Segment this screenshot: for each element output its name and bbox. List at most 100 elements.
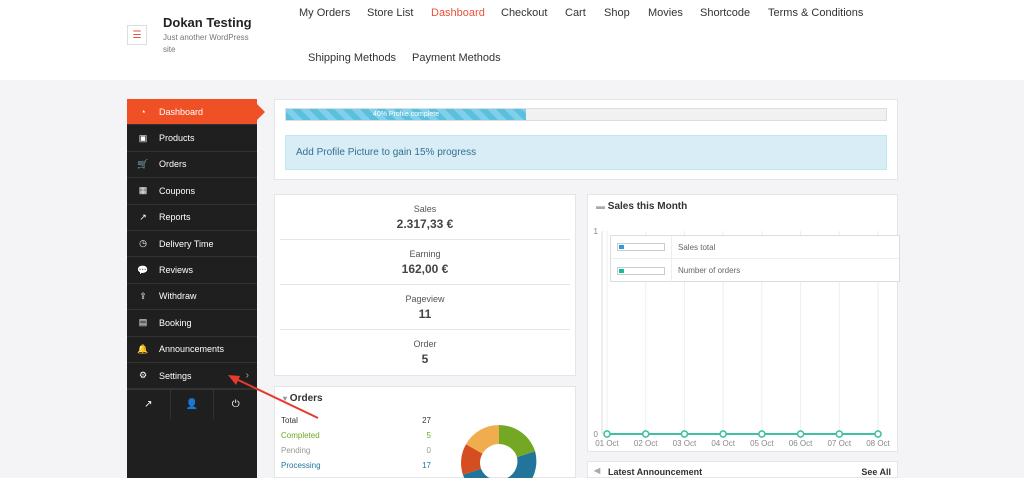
sidebar-item-label: Coupons: [159, 185, 196, 196]
profile-progress-fill: 40% Profile complete: [286, 109, 526, 120]
sidebar-item-announcements[interactable]: 🔔 Announcements: [127, 337, 257, 363]
stat-earning: Earning 162,00 €: [280, 240, 570, 285]
sales-chart-panel: ▬ Sales this Month 0 1 01 Oct 02 Oct 03 Oct 0…: [587, 194, 900, 452]
see-all-link[interactable]: See All: [861, 467, 891, 477]
profile-progress-panel: 40% Profile complete Add Profile Picture…: [274, 99, 898, 180]
legend-item-number-of-orders[interactable]: Number of orders: [611, 259, 899, 282]
legend-swatch: [617, 266, 665, 275]
orders-row-pending[interactable]: Pending 0: [281, 446, 431, 455]
x-tick-label: 03 Oct: [673, 439, 697, 448]
stat-label: Earning: [409, 248, 441, 259]
sidebar-item-label: Products: [159, 133, 195, 144]
user-icon[interactable]: 👤: [171, 390, 215, 420]
nav-dashboard[interactable]: Dashboard: [431, 7, 485, 19]
series-point: [603, 430, 611, 438]
power-icon[interactable]: ⏻: [231, 399, 240, 411]
latest-announcement-panel: ◀ Latest Announcement See All: [587, 461, 898, 478]
stat-sales: Sales 2.317,33 €: [280, 195, 570, 240]
donut-slice-completed: [499, 425, 536, 458]
legend-label: Number of orders: [671, 259, 740, 282]
nav-shortcode[interactable]: Shortcode: [700, 7, 751, 19]
site-title[interactable]: Dokan Testing: [163, 15, 252, 30]
series-point: [719, 430, 727, 438]
nav-my-orders[interactable]: My Orders: [299, 7, 351, 19]
profile-tip-alert[interactable]: Add Profile Picture to gain 15% progress: [285, 135, 887, 170]
site-header: ☰ Dokan Testing Just another WordPress s…: [0, 0, 1024, 80]
y-tick-label: 1: [594, 227, 599, 236]
upload-icon: ⇪: [139, 290, 147, 301]
dashboard-sidebar: ◔ Dashboard ▣ Products 🛒 Orders ▦ Coupon…: [127, 99, 265, 478]
sidebar-item-label: Dashboard: [159, 106, 204, 117]
orders-row-completed[interactable]: Completed 5: [281, 431, 431, 440]
orders-row-value: 17: [422, 461, 431, 470]
series-point: [641, 430, 650, 438]
sales-chart-title-text: Sales this Month: [607, 201, 688, 212]
orders-row-processing[interactable]: Processing 17: [281, 461, 431, 470]
chart-legend: Sales total Number of orders: [610, 235, 900, 282]
nav-store-list[interactable]: Store List: [367, 7, 414, 19]
external-link-icon[interactable]: ↗: [127, 390, 171, 420]
orders-title: ▾ Orders: [283, 393, 323, 404]
nav-movies[interactable]: Movies: [648, 7, 683, 19]
orders-row-total[interactable]: Total 27: [281, 416, 431, 425]
sidebar-item-label: Settings: [159, 370, 192, 381]
stat-value: 5: [421, 352, 429, 366]
orders-row-value: 0: [426, 446, 431, 455]
site-description: Just another WordPress site: [163, 33, 249, 54]
sidebar-item-reports[interactable]: ↗ Reports: [127, 205, 257, 231]
stat-label: Sales: [413, 203, 437, 214]
cart-icon: ▾: [283, 394, 288, 403]
donut-slice-processing: [462, 451, 537, 478]
series-point: [680, 430, 689, 438]
sidebar-item-label: Withdraw: [159, 291, 197, 302]
orders-row-value: 27: [422, 416, 431, 425]
profile-progress-bar: 40% Profile complete: [285, 108, 887, 121]
tachometer-icon: ◔: [140, 106, 146, 117]
sidebar-item-coupons[interactable]: ▦ Coupons: [127, 178, 257, 205]
hamburger-icon[interactable]: ☰: [127, 25, 147, 45]
series-point: [835, 430, 844, 438]
nav-cart[interactable]: Cart: [565, 7, 586, 19]
stat-label: Pageview: [405, 293, 445, 304]
sidebar-item-withdraw[interactable]: ⇪ Withdraw: [127, 284, 257, 311]
sidebar-item-label: Reports: [159, 212, 191, 223]
nav-shipping-methods[interactable]: Shipping Methods: [308, 52, 397, 64]
x-tick-label: 07 Oct: [827, 439, 851, 448]
bell-icon: 🔔: [137, 343, 149, 354]
sidebar-item-label: Delivery Time: [159, 238, 214, 249]
chevron-right-icon: ›: [245, 370, 249, 382]
briefcase-icon: ▣: [138, 132, 148, 143]
orders-row-label: Completed: [281, 431, 320, 440]
sidebar-item-orders[interactable]: 🛒 Orders: [127, 152, 257, 179]
nav-terms-conditions[interactable]: Terms & Conditions: [768, 7, 864, 19]
megaphone-icon: ◀: [594, 466, 601, 475]
series-point: [874, 430, 882, 438]
x-tick-label: 08 Oct: [866, 439, 890, 448]
sidebar-item-delivery-time[interactable]: ◷ Delivery Time: [127, 231, 257, 258]
orders-title-text: Orders: [289, 393, 323, 404]
nav-payment-methods[interactable]: Payment Methods: [412, 52, 501, 64]
nav-checkout[interactable]: Checkout: [501, 7, 548, 19]
y-tick-label: 0: [594, 430, 599, 439]
sidebar-item-booking[interactable]: ▤ Booking: [127, 310, 257, 337]
x-tick-label: 02 Oct: [634, 439, 658, 448]
sidebar-item-products[interactable]: ▣ Products: [127, 125, 257, 152]
sidebar-item-dashboard[interactable]: ◔ Dashboard: [127, 99, 265, 126]
nav-shop[interactable]: Shop: [604, 7, 630, 19]
orders-row-label: Pending: [281, 446, 311, 455]
gift-icon: ▦: [138, 185, 148, 196]
orders-panel: ▾ Orders Total 27 Completed 5 Pending 0 …: [274, 386, 576, 478]
stat-order: Order 5: [280, 330, 570, 375]
legend-item-sales-total[interactable]: Sales total: [611, 236, 899, 259]
orders-row-label: Total: [281, 416, 298, 425]
stat-value: 11: [418, 306, 432, 321]
sidebar-item-reviews[interactable]: 💬 Reviews: [127, 257, 257, 284]
announcement-title: Latest Announcement: [608, 467, 703, 477]
x-tick-label: 04 Oct: [711, 439, 735, 448]
sidebar-item-settings[interactable]: ⚙ Settings ›: [127, 363, 257, 390]
x-tick-label: 06 Oct: [789, 439, 813, 448]
sidebar-item-label: Reviews: [159, 265, 194, 276]
clock-icon: ◷: [139, 238, 147, 249]
sidebar-item-label: Announcements: [159, 344, 225, 355]
